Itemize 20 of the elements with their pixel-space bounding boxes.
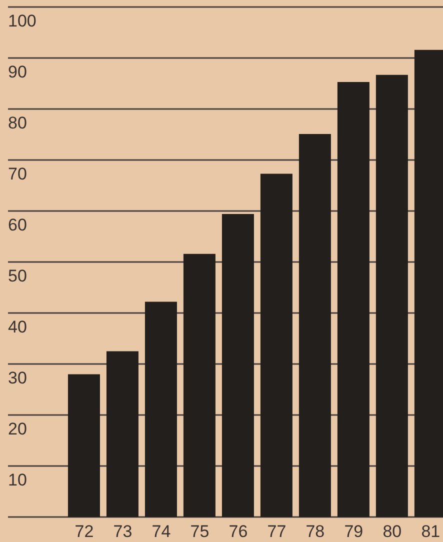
y-tick-label: 60: [8, 215, 27, 234]
y-tick-label: 20: [8, 419, 27, 438]
y-tick-label: 50: [8, 266, 27, 286]
y-tick-label: 10: [8, 470, 27, 490]
y-tick-label: 90: [8, 62, 27, 82]
x-tick-label: 78: [306, 522, 325, 542]
x-tick-label: 77: [267, 522, 286, 542]
x-tick-label: 80: [382, 522, 402, 542]
x-tick-label: 75: [190, 522, 210, 542]
x-tick-label: 79: [344, 522, 364, 542]
y-tick-label: 40: [8, 317, 27, 336]
x-tick-label: 72: [74, 522, 94, 542]
x-tick-label: 81: [421, 522, 440, 542]
x-tick-label: 74: [152, 522, 171, 542]
y-tick-label: 100: [8, 11, 36, 30]
x-tick-label: 76: [228, 522, 248, 542]
y-tick-label: 70: [8, 164, 27, 184]
y-tick-label: 80: [8, 113, 27, 132]
y-tick-label: 30: [8, 368, 27, 388]
x-tick-label: 73: [113, 522, 132, 542]
